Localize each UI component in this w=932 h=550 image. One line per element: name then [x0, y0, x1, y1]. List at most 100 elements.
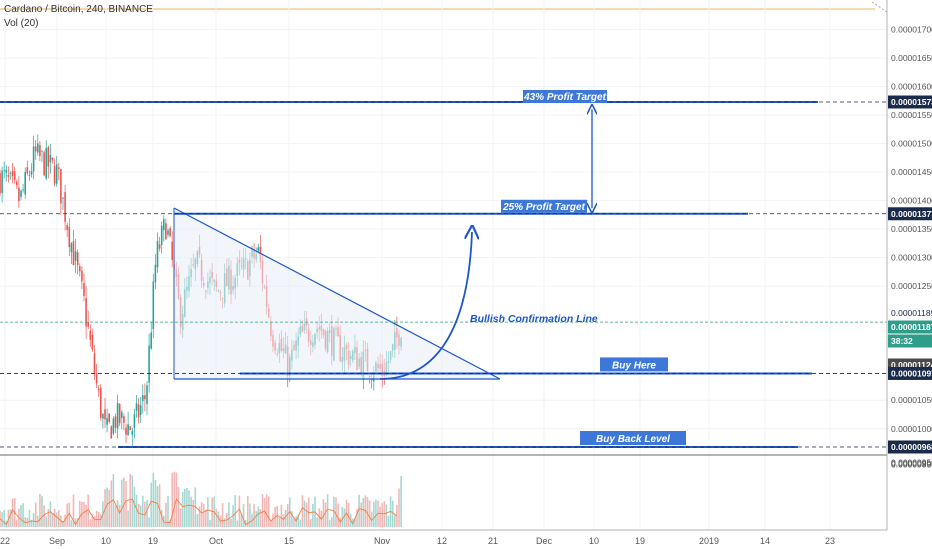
candle-body	[150, 332, 152, 349]
candle-body	[106, 418, 108, 425]
time-tick-label: 10	[589, 536, 599, 546]
candle-body	[152, 281, 155, 330]
candle-body	[28, 175, 31, 176]
triangle-descending-line	[173, 207, 501, 380]
volume-bar	[1, 512, 3, 527]
volume-bar	[165, 502, 167, 527]
candle-body	[20, 190, 22, 197]
time-tick-label: 10	[101, 536, 111, 546]
time-tick-label: Nov	[374, 536, 391, 546]
volume-bar	[110, 480, 113, 527]
volume-bar	[200, 502, 203, 527]
candle-body	[70, 243, 73, 253]
volume-bar	[129, 474, 131, 527]
volume-bar	[68, 502, 71, 527]
volume-bar	[257, 506, 260, 527]
candle-body	[83, 283, 85, 296]
volume-tick-label: 0.00000950	[891, 457, 932, 467]
volume-bar	[242, 504, 245, 527]
volume-bar	[47, 509, 50, 527]
candle-body	[257, 247, 260, 251]
volume-bar	[286, 503, 289, 527]
volume-bar	[301, 495, 304, 527]
volume-bar	[160, 509, 163, 527]
candle-body	[5, 169, 8, 173]
candle-body	[118, 403, 121, 424]
candle-body	[125, 427, 127, 435]
profit-25-label-box	[501, 199, 587, 213]
candle-body	[108, 413, 110, 422]
price-label: 38:32	[891, 336, 913, 346]
candle-body	[144, 395, 146, 400]
volume-bar	[335, 497, 337, 527]
volume-bar	[196, 514, 199, 527]
volume-bar	[396, 504, 398, 527]
price-label-bg	[888, 95, 932, 109]
candle-body	[114, 416, 117, 428]
price-label: 0.00001189	[891, 308, 932, 318]
volume-bar	[280, 504, 283, 527]
volume-bar	[39, 493, 41, 527]
volume-bar	[293, 517, 295, 527]
volume-indicator-label: Vol (20)	[4, 18, 39, 29]
profit-43-label-box	[523, 90, 607, 103]
volume-bar	[34, 502, 37, 527]
volume-bar	[198, 506, 201, 527]
volume-bar	[3, 510, 5, 527]
candle-body	[13, 171, 16, 180]
candle-body	[156, 240, 159, 268]
volume-bar	[209, 519, 211, 527]
candle-body	[139, 405, 142, 415]
chart-legend: Cardano / Bitcoin, 240, BINANCE Vol (20)	[4, 3, 153, 31]
candle-body	[66, 225, 68, 230]
volume-bar	[360, 502, 362, 527]
candle-body	[76, 252, 79, 266]
candle-body	[41, 151, 43, 153]
chart-grid	[0, 0, 891, 530]
price-tick-label: 0.00001050	[891, 395, 932, 405]
buy-here-label-text: Buy Here	[612, 360, 656, 371]
time-tick-label: 22	[0, 536, 10, 546]
time-tick-label: 14	[760, 536, 770, 546]
bullish-curve-arrow	[379, 232, 472, 380]
volume-bar	[253, 503, 255, 527]
time-tick-label: 12	[437, 536, 447, 546]
volume-bar	[51, 513, 54, 527]
volume-bar	[207, 497, 209, 527]
price-tick-label: 0.00001450	[891, 167, 932, 177]
candle-body	[58, 167, 60, 170]
candle-body	[121, 411, 123, 418]
candle-body	[22, 189, 24, 191]
volume-bar	[375, 499, 377, 527]
candle-body	[11, 170, 14, 177]
volume-bar	[217, 511, 220, 527]
volume-bar	[100, 514, 102, 527]
volume-bar	[173, 471, 176, 527]
candle-body	[137, 404, 140, 418]
volume-bar	[297, 514, 299, 527]
volume-bar	[87, 494, 89, 527]
candle-body	[102, 413, 104, 419]
volume-bar	[240, 514, 243, 527]
volume-bar	[53, 508, 56, 527]
candle-body	[49, 154, 52, 163]
volume-bar	[108, 489, 110, 527]
volume-bar	[328, 519, 331, 527]
volume-bar	[49, 501, 52, 527]
volume-bar	[169, 519, 171, 527]
buy-back-label-text: Buy Back Level	[596, 434, 670, 445]
volume-bar	[261, 494, 264, 527]
volume-bar	[312, 503, 314, 527]
volume-bar	[368, 500, 371, 527]
price-label-bg	[888, 320, 932, 334]
volume-bar	[354, 518, 356, 527]
price-tick-label: 0.00001350	[891, 224, 932, 234]
volume-bar	[370, 511, 373, 527]
price-label-bg	[888, 440, 932, 454]
volume-bar	[66, 503, 68, 527]
volume-bar	[114, 505, 117, 527]
volume-bar	[137, 503, 140, 527]
volume-bar	[150, 482, 152, 527]
candle-body	[30, 170, 33, 175]
